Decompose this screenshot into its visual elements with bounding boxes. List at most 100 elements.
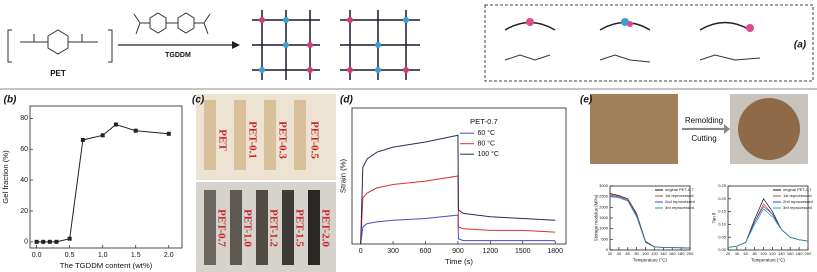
panel-label: (d) xyxy=(340,95,353,106)
photo-label: PET-2.0 xyxy=(319,209,331,247)
y-tick-label: 0 xyxy=(606,247,609,252)
y-tick-label: 2000 xyxy=(599,204,609,209)
x-tick-label: 1500 xyxy=(515,248,531,255)
y-tick-label: 2500 xyxy=(599,194,609,199)
photo-label: PET-1.5 xyxy=(293,209,305,247)
arrow-head xyxy=(232,41,240,49)
y-tick-label: 20 xyxy=(20,208,28,215)
reagent-label: TGDDM xyxy=(165,52,191,59)
series-line xyxy=(36,123,169,243)
plot-frame xyxy=(727,185,809,251)
legend-label: 3rd reprocessed xyxy=(783,205,812,210)
x-tick-label: 2.0 xyxy=(164,252,174,259)
x-tick-label: 1800 xyxy=(547,248,563,255)
marker xyxy=(166,131,171,136)
marker xyxy=(47,239,52,244)
y-tick-label: 80 xyxy=(20,115,28,122)
photo-label: PET-1.2 xyxy=(267,209,279,247)
series-line xyxy=(360,134,556,245)
x-tick-label: 100 xyxy=(642,251,649,256)
y-tick-label: 500 xyxy=(601,236,608,241)
marker xyxy=(80,137,85,142)
x-tick-label: 180 xyxy=(678,251,685,256)
panel-label: (e) xyxy=(580,95,593,106)
marker xyxy=(133,128,138,133)
arrow-head xyxy=(724,124,730,134)
y-tick-label: 40 xyxy=(20,177,28,184)
x-axis-label: Temperature (°C) xyxy=(751,258,785,263)
panel-label: (a) xyxy=(794,40,807,51)
x-tick-label: 1.0 xyxy=(98,252,108,259)
legend-title: PET-0.7 xyxy=(470,117,498,126)
y-tick-label: 0.10 xyxy=(718,221,727,226)
x-axis-label: Time (s) xyxy=(445,257,473,266)
x-tick-label: 120 xyxy=(769,251,776,256)
x-tick-label: 40 xyxy=(617,251,622,256)
x-axis-label: Temperature (°C) xyxy=(633,258,667,263)
photo-label: PET-1.0 xyxy=(241,209,253,247)
x-tick-label: 300 xyxy=(387,248,399,255)
x-tick-label: 900 xyxy=(452,248,464,255)
x-tick-label: 0.5 xyxy=(65,252,75,259)
x-tick-label: 80 xyxy=(634,251,639,256)
legend-label: 60 °C xyxy=(478,129,496,137)
series-line xyxy=(727,208,809,248)
y-axis-label: Gel fraction (%) xyxy=(1,150,10,204)
legend-label: 100 °C xyxy=(478,150,499,158)
photo-label: PET-0.7 xyxy=(215,209,227,247)
y-tick-label: 3000 xyxy=(599,183,609,188)
x-axis-label: The TGDDM content (wt%) xyxy=(60,261,153,270)
marker xyxy=(41,239,46,244)
x-tick-label: 40 xyxy=(735,251,740,256)
x-tick-label: 200 xyxy=(805,251,812,256)
marker xyxy=(100,133,105,138)
legend-label: 80 °C xyxy=(478,140,496,148)
plot-frame xyxy=(351,107,567,245)
x-tick-label: 0 xyxy=(359,248,363,255)
series-line xyxy=(360,175,556,245)
y-tick-label: 0.00 xyxy=(718,247,727,252)
marker xyxy=(34,239,39,244)
x-tick-label: 60 xyxy=(744,251,749,256)
crosslink-dots xyxy=(259,17,409,73)
photo-label: PET-0.5 xyxy=(308,121,320,159)
legend-label: original PET-0.7 xyxy=(783,187,812,192)
x-tick-label: 1.5 xyxy=(131,252,141,259)
x-tick-label: 160 xyxy=(787,251,794,256)
x-tick-label: 140 xyxy=(778,251,785,256)
photo-label: PET-0.3 xyxy=(276,121,288,159)
process-label: Cutting xyxy=(691,134,716,143)
legend-label: 2nd reprocessed xyxy=(783,199,813,204)
x-tick-label: 20 xyxy=(608,251,613,256)
x-tick-label: 140 xyxy=(660,251,667,256)
photo-label: PET xyxy=(216,129,228,151)
marker xyxy=(54,239,59,244)
x-tick-label: 600 xyxy=(420,248,432,255)
marker xyxy=(113,122,118,127)
legend-label: 3rd reprocessed xyxy=(665,205,694,210)
tgddm-structure xyxy=(133,12,211,35)
y-axis-label: Strain (%) xyxy=(339,158,348,193)
y-tick-label: 0.20 xyxy=(718,196,727,201)
y-tick-label: 0 xyxy=(24,239,28,246)
process-label: Remolding xyxy=(685,116,723,125)
x-tick-label: 100 xyxy=(760,251,767,256)
legend-box xyxy=(484,4,814,82)
x-tick-label: 20 xyxy=(726,251,731,256)
series-line xyxy=(360,214,556,245)
x-tick-label: 60 xyxy=(626,251,631,256)
x-tick-label: 1200 xyxy=(483,248,499,255)
y-tick-label: 0.15 xyxy=(718,209,727,214)
legend-label: 1st reprocessed xyxy=(783,193,811,198)
sample-strips xyxy=(204,100,306,170)
disk xyxy=(738,98,800,160)
y-tick-label: 1500 xyxy=(599,215,609,220)
legend-label: 1st reprocessed xyxy=(665,193,693,198)
plot-frame xyxy=(29,105,183,249)
bond-sketches xyxy=(504,18,761,63)
x-tick-label: 180 xyxy=(796,251,803,256)
y-tick-label: 0.25 xyxy=(718,183,727,188)
x-tick-label: 80 xyxy=(752,251,757,256)
y-tick-label: 1000 xyxy=(599,226,609,231)
